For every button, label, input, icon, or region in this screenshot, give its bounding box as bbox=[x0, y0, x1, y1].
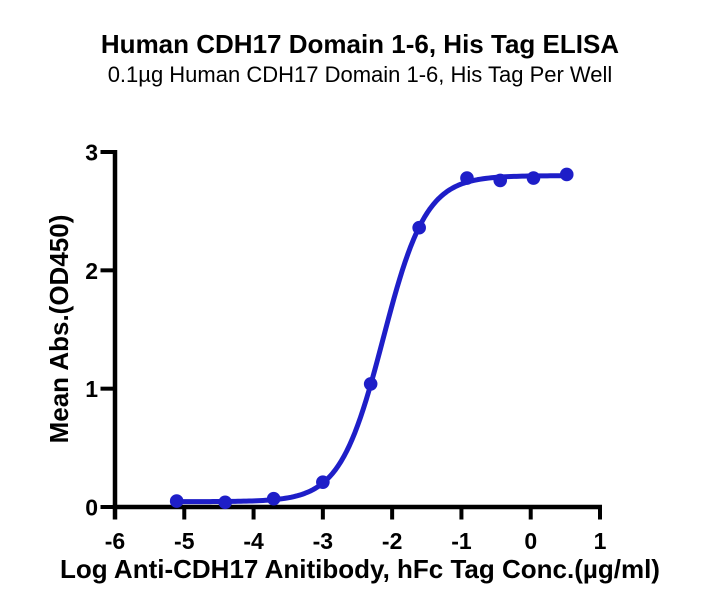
data-point bbox=[316, 475, 330, 489]
x-axis-title: Log Anti-CDH17 Anitibody, hFc Tag Conc.(… bbox=[60, 554, 660, 584]
x-tick-label: -5 bbox=[174, 528, 195, 554]
x-tick-label: -1 bbox=[451, 528, 472, 554]
chart-title: Human CDH17 Domain 1-6, His Tag ELISA bbox=[100, 29, 620, 59]
data-point bbox=[169, 494, 184, 508]
fit-curve bbox=[174, 173, 570, 505]
x-tick-label: -6 bbox=[105, 528, 125, 554]
y-tick-label: 3 bbox=[85, 140, 98, 166]
data-point bbox=[363, 377, 378, 391]
data-point bbox=[266, 491, 281, 506]
x-tick-label: -4 bbox=[243, 528, 264, 554]
data-point bbox=[218, 495, 232, 510]
data-point bbox=[493, 173, 508, 188]
x-tick-label: 1 bbox=[594, 528, 607, 554]
data-point bbox=[559, 167, 574, 182]
x-tick-label: 0 bbox=[524, 528, 537, 554]
data-point bbox=[460, 171, 474, 185]
data-point bbox=[526, 171, 541, 185]
x-tick-label: -2 bbox=[382, 528, 402, 554]
y-tick-label: 2 bbox=[85, 258, 98, 284]
data-point bbox=[412, 220, 426, 235]
chart-subtitle: 0.1µg Human CDH17 Domain 1-6, His Tag Pe… bbox=[107, 62, 613, 87]
y-tick-label: 0 bbox=[85, 495, 98, 521]
x-tick-label: -3 bbox=[313, 528, 333, 554]
y-tick-label: 1 bbox=[85, 376, 98, 402]
